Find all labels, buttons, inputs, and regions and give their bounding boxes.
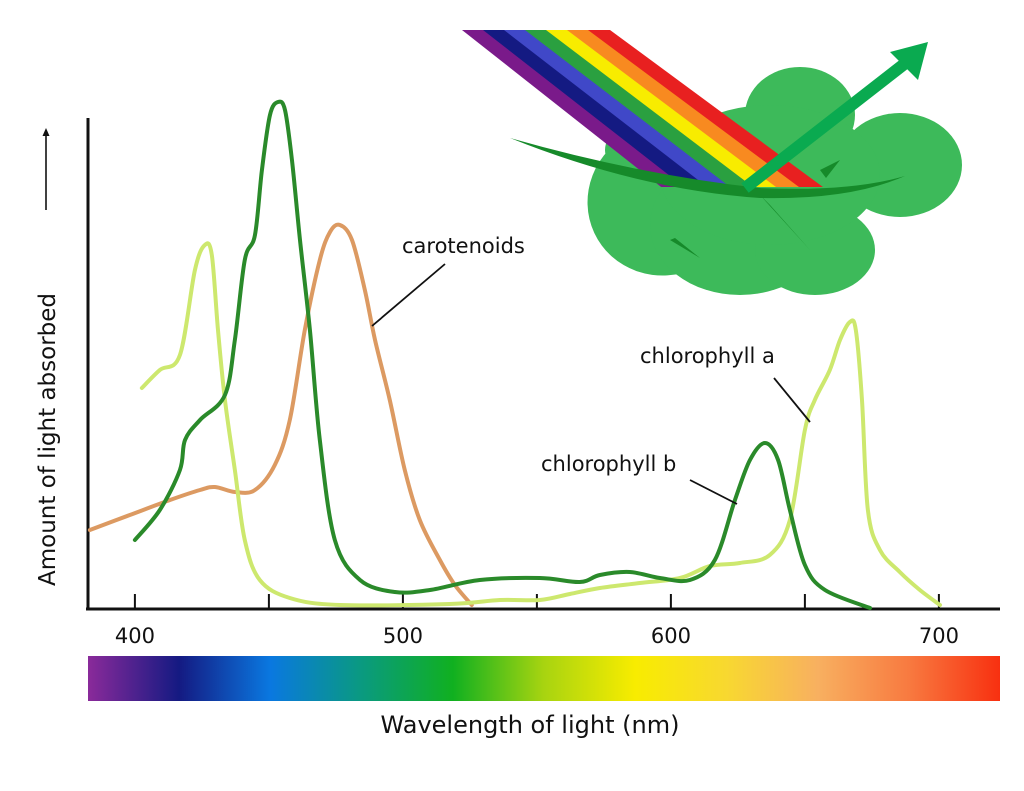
- reflected-green-light-arrow: [741, 42, 928, 193]
- chlorophyll-a-curve: [139, 241, 942, 608]
- rainbow-stripe: [546, 30, 778, 187]
- rainbow-beam: [462, 30, 823, 187]
- leaf-illustration: [462, 30, 962, 295]
- carotenoids-curve: [87, 222, 474, 607]
- x-tick-labels: 400 500 600 700: [115, 624, 959, 648]
- chlorophyll-b-curve: [132, 99, 873, 610]
- x-tick-label: 700: [919, 624, 959, 648]
- visible-spectrum-bar: [88, 656, 1000, 701]
- rainbow-stripe: [462, 30, 686, 187]
- carotenoids-leader-line: [371, 263, 446, 327]
- y-axis-arrow-icon: [42, 128, 50, 210]
- rainbow-stripe: [483, 30, 709, 187]
- chlorophyll-b-leader-line: [689, 479, 738, 505]
- carotenoids-label: carotenoids: [402, 234, 525, 258]
- rainbow-stripe: [504, 30, 732, 187]
- x-tick-label: 600: [651, 624, 691, 648]
- rainbow-stripe: [567, 30, 800, 187]
- x-tick-label: 400: [115, 624, 155, 648]
- curves: [87, 99, 942, 610]
- y-axis-label: Amount of light absorbed: [35, 293, 61, 586]
- x-axis-label: Wavelength of light (nm): [381, 711, 680, 739]
- chlorophyll-a-label: chlorophyll a: [640, 344, 775, 368]
- x-tick-label: 500: [383, 624, 423, 648]
- rainbow-stripe: [588, 30, 823, 187]
- rainbow-stripe: [525, 30, 755, 187]
- leaf-blade: [510, 138, 905, 199]
- chlorophyll-b-label: chlorophyll b: [541, 452, 676, 476]
- chlorophyll-a-leader-line: [773, 377, 811, 423]
